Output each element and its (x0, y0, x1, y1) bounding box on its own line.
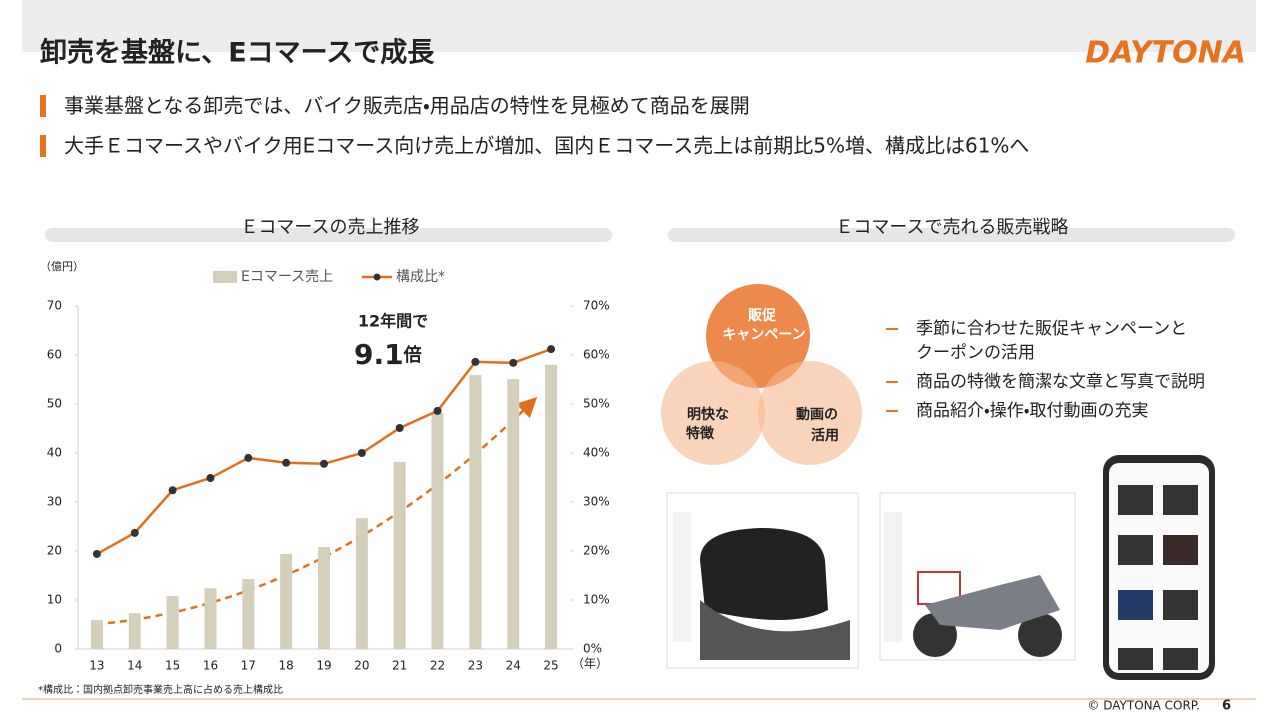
bar (355, 518, 368, 649)
logo: DAYTONA (1085, 36, 1246, 71)
venn-label: 活用 (811, 427, 839, 444)
line-marker (547, 345, 556, 354)
x-tick-label: 15 (165, 659, 180, 673)
bullet: 大手Ｅコマースやバイク用Eコマース向け売上が増加、国内Ｅコマース売上は前期比5%… (64, 134, 1029, 158)
x-tick-label: 17 (241, 659, 256, 673)
bar (204, 588, 217, 649)
line-marker (92, 549, 101, 558)
line-marker (168, 486, 177, 495)
bar (128, 613, 141, 649)
annotation-number: 9.1 (354, 338, 404, 371)
y2-tick-label: 10% (583, 593, 610, 607)
y-tick-label: 50 (47, 397, 62, 411)
bar (393, 461, 406, 649)
y2-tick-label: 50% (583, 397, 610, 411)
slide-title: 卸売を基盤に、Eコマースで成長 (40, 37, 434, 69)
line-marker (433, 406, 442, 415)
x-tick-label: 24 (506, 659, 521, 673)
bullet-bar (40, 95, 46, 117)
bar (90, 620, 103, 649)
strategy: 商品の特徴を簡潔な文章と写真で説明 (916, 372, 1205, 392)
y-tick-label: 20 (47, 544, 62, 558)
bullet-bar (40, 135, 46, 157)
chart: 0 10 20 30 40 50 60 70 0% 10% 20% 30% 40% 50% 60% 70% 13… (47, 269, 610, 673)
section-title: Ｅコマースの売上推移 (240, 217, 419, 238)
x-tick-label: 16 (203, 659, 218, 673)
section-bar (668, 228, 1235, 242)
y-tick-label: 0 (54, 642, 62, 656)
y-tick-label: 60 (47, 348, 62, 362)
bar (280, 553, 293, 649)
legend-swatch (213, 271, 237, 283)
x-unit: （年） (572, 657, 608, 671)
line-marker (357, 449, 366, 457)
header-band (22, 0, 1256, 52)
venn-label: 動画の (796, 406, 838, 423)
x-tick-label: 13 (89, 659, 104, 673)
x-tick-label: 23 (468, 659, 483, 673)
footnote: *構成比：国内拠点卸売事業売上高に占める売上構成比 (38, 683, 283, 696)
y2-tick-label: 0% (583, 642, 602, 656)
y-tick-label: 30 (47, 495, 62, 509)
product-image (879, 492, 1076, 661)
line-marker (130, 528, 139, 537)
line-marker (395, 424, 404, 433)
y-tick-label: 40 (47, 446, 62, 460)
venn-circle (758, 361, 862, 465)
x-tick-label: 20 (354, 659, 369, 673)
venn-label: 明快な (687, 406, 729, 423)
y2-tick-label: 40% (583, 446, 610, 460)
section-bar (45, 228, 612, 242)
x-tick-label: 25 (543, 659, 558, 673)
line-marker (282, 458, 291, 467)
y2-tick-label: 20% (583, 544, 610, 558)
bar (318, 547, 330, 649)
bar (469, 375, 482, 649)
annotation-unit: 倍 (403, 344, 422, 366)
y2-tick-label: 30% (583, 495, 610, 509)
x-tick-label: 21 (392, 659, 407, 673)
strategy: 商品紹介・操作・取付動画の充実 (916, 401, 1149, 421)
line (96, 347, 552, 556)
x-tick-label: 14 (127, 659, 142, 673)
strategy: 季節に合わせた販促キャンペーンと (916, 319, 1187, 339)
line-marker (509, 358, 518, 367)
legend-label: Eコマース売上 (241, 269, 333, 285)
venn-label: 特徴 (686, 425, 715, 442)
x-tick-label: 18 (279, 659, 294, 673)
y-tick-label: 70 (47, 299, 62, 313)
legend-swatch (373, 273, 381, 281)
line-marker (471, 357, 480, 366)
venn-label: 販促 (748, 307, 777, 324)
bullet: 事業基盤となる卸売では、バイク販売店・用品店の特性を見極めて商品を展開 (64, 94, 750, 118)
phone-image (1103, 455, 1215, 680)
legend-label: 構成比* (396, 269, 445, 285)
y2-tick-label: 70% (583, 299, 610, 313)
venn-circle (706, 284, 810, 388)
annotation: 9.1倍 (354, 338, 422, 371)
line-marker (244, 453, 253, 462)
bar (166, 596, 179, 649)
x-tick-label: 19 (316, 659, 331, 673)
venn-circle (661, 361, 765, 465)
y-unit: （億円） (40, 260, 84, 273)
line-marker (206, 473, 215, 482)
bar (431, 412, 444, 649)
annotation: 12年間で (358, 312, 428, 331)
bar (242, 578, 255, 649)
bar (545, 364, 558, 649)
strategy: クーポンの活用 (916, 343, 1035, 363)
bar (507, 379, 520, 649)
y2-tick-label: 60% (583, 348, 610, 362)
line-marker (320, 459, 328, 468)
copyright: © DAYTONA CORP. (1087, 699, 1200, 713)
x-tick-label: 22 (430, 659, 445, 673)
venn-label: キャンペーン (722, 327, 805, 343)
product-image (666, 492, 859, 669)
page-number: 6 (1222, 699, 1231, 714)
section-title: Ｅコマースで売れる販売戦略 (835, 217, 1068, 238)
y-tick-label: 10 (47, 593, 62, 607)
